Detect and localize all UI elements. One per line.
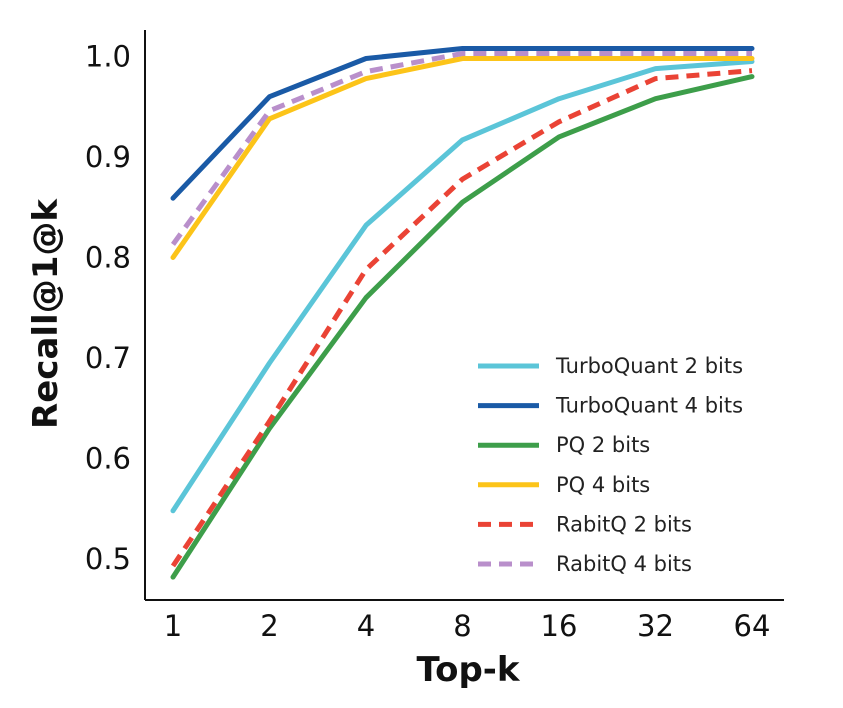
legend-label-turboquant-2-bits: TurboQuant 2 bits	[555, 354, 743, 378]
series-line-turboquant-4-bits	[170, 46, 755, 201]
series-line-pq-4-bits	[170, 56, 755, 260]
y-tick-label: 0.6	[85, 442, 131, 476]
y-tick-label: 0.5	[85, 542, 131, 576]
legend: TurboQuant 2 bits TurboQuant 4 bits PQ 2 b…	[478, 354, 743, 576]
series-line-rabitq-2-bits	[170, 68, 753, 568]
x-tick-label: 64	[734, 609, 771, 643]
y-tick-labels: 0.5 0.6 0.7 0.8 0.9 1.0	[85, 40, 131, 577]
x-tick-label: 1	[164, 609, 182, 643]
legend-label-rabitq-2-bits: RabitQ 2 bits	[556, 512, 692, 536]
x-tick-label: 4	[357, 609, 375, 643]
series-line-pq-2-bits	[170, 74, 755, 580]
x-tick-label: 16	[541, 609, 578, 643]
series-lines	[170, 46, 755, 580]
x-tick-labels: 1 2 4 8 16 32 64	[164, 609, 771, 643]
y-tick-label: 1.0	[85, 40, 131, 74]
y-tick-label: 0.7	[85, 341, 131, 375]
series-line-turboquant-2-bits	[170, 59, 755, 514]
x-tick-label: 32	[637, 609, 674, 643]
legend-label-pq-4-bits: PQ 4 bits	[556, 473, 650, 497]
legend-label-rabitq-4-bits: RabitQ 4 bits	[556, 552, 692, 576]
y-axis-title: Recall@1@k	[26, 198, 66, 429]
y-tick-label: 0.9	[85, 140, 131, 174]
x-tick-label: 2	[260, 609, 278, 643]
y-tick-label: 0.8	[85, 241, 131, 275]
x-axis-title: Top-k	[416, 650, 520, 690]
axes	[144, 30, 784, 601]
series-line-rabitq-4-bits	[170, 51, 752, 246]
x-tick-label: 8	[453, 609, 471, 643]
legend-label-pq-2-bits: PQ 2 bits	[556, 433, 650, 457]
legend-label-turboquant-4-bits: TurboQuant 4 bits	[555, 394, 743, 418]
